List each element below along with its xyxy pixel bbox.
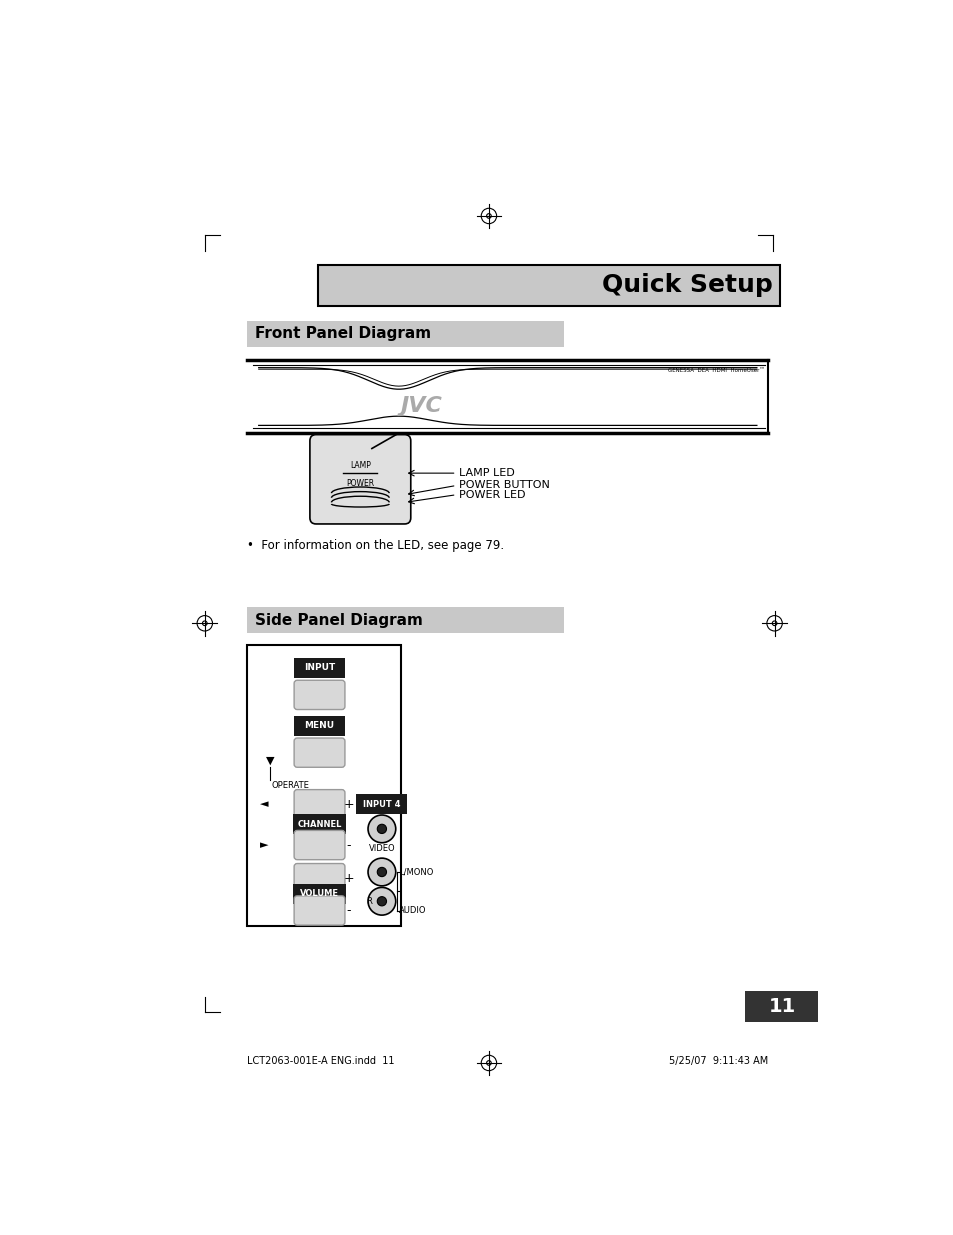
Circle shape	[376, 867, 386, 877]
FancyBboxPatch shape	[293, 883, 346, 904]
Text: Quick Setup: Quick Setup	[601, 273, 772, 298]
FancyBboxPatch shape	[294, 895, 345, 925]
Circle shape	[376, 897, 386, 906]
Text: +: +	[343, 798, 354, 810]
Circle shape	[368, 815, 395, 842]
FancyBboxPatch shape	[294, 716, 345, 736]
Text: POWER: POWER	[346, 479, 374, 488]
Text: LCT2063-001E-A ENG.indd  11: LCT2063-001E-A ENG.indd 11	[247, 1056, 395, 1066]
FancyBboxPatch shape	[744, 992, 818, 1023]
Text: Side Panel Diagram: Side Panel Diagram	[254, 613, 422, 627]
Circle shape	[368, 888, 395, 915]
Text: -: -	[346, 839, 351, 852]
Text: GENESSA  DEA  HDMI  HomeUser™: GENESSA DEA HDMI HomeUser™	[667, 368, 763, 373]
FancyBboxPatch shape	[294, 863, 345, 893]
Text: ►: ►	[259, 840, 268, 850]
FancyBboxPatch shape	[356, 794, 407, 814]
Text: 11: 11	[768, 997, 795, 1016]
FancyBboxPatch shape	[294, 680, 345, 710]
Text: R: R	[366, 897, 372, 905]
Text: -: -	[346, 904, 351, 918]
FancyBboxPatch shape	[310, 435, 411, 524]
Text: POWER LED: POWER LED	[458, 490, 525, 500]
Text: •  For information on the LED, see page 79.: • For information on the LED, see page 7…	[247, 540, 504, 552]
Text: CHANNEL: CHANNEL	[297, 820, 341, 829]
Text: JVC: JVC	[400, 396, 442, 416]
Text: L/MONO: L/MONO	[398, 867, 433, 877]
FancyBboxPatch shape	[294, 789, 345, 819]
FancyBboxPatch shape	[317, 266, 780, 306]
Text: Front Panel Diagram: Front Panel Diagram	[254, 326, 431, 341]
Text: LAMP LED: LAMP LED	[458, 468, 514, 478]
FancyBboxPatch shape	[294, 739, 345, 767]
Text: ▼: ▼	[266, 756, 274, 766]
Text: POWER BUTTON: POWER BUTTON	[458, 480, 549, 490]
Text: AUDIO: AUDIO	[398, 906, 426, 915]
FancyBboxPatch shape	[293, 814, 346, 835]
Text: +: +	[343, 872, 354, 884]
Text: MENU: MENU	[304, 721, 335, 730]
Text: ◄: ◄	[259, 799, 268, 809]
FancyBboxPatch shape	[294, 830, 345, 860]
Text: OPERATE: OPERATE	[272, 782, 310, 790]
Text: 5/25/07  9:11:43 AM: 5/25/07 9:11:43 AM	[668, 1056, 767, 1066]
Circle shape	[368, 858, 395, 885]
FancyBboxPatch shape	[294, 658, 345, 678]
Circle shape	[376, 824, 386, 834]
FancyBboxPatch shape	[247, 321, 564, 347]
Text: LAMP: LAMP	[350, 461, 371, 471]
FancyBboxPatch shape	[247, 645, 400, 926]
Text: VOLUME: VOLUME	[299, 889, 338, 898]
Text: VIDEO: VIDEO	[368, 844, 395, 852]
FancyBboxPatch shape	[247, 608, 564, 634]
Text: INPUT: INPUT	[304, 663, 335, 672]
Text: INPUT 4: INPUT 4	[363, 800, 400, 809]
